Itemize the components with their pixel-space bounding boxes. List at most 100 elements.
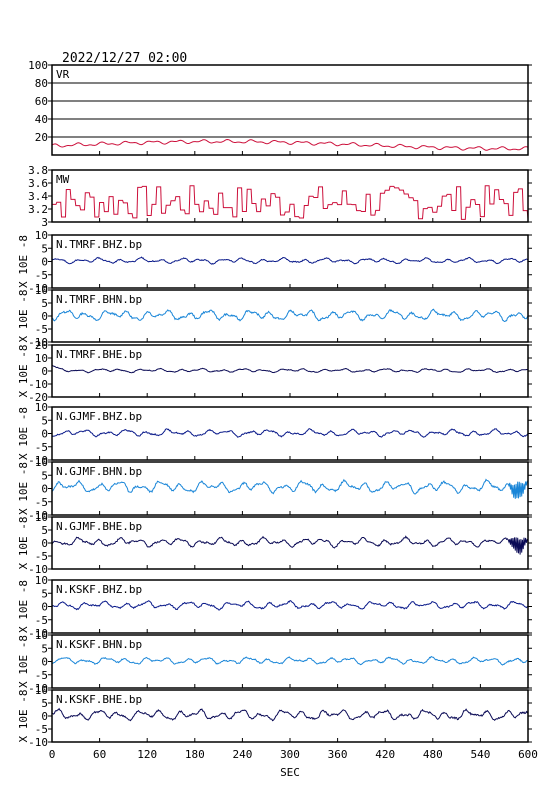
series-line-1 xyxy=(52,185,529,220)
series-line-4 xyxy=(51,364,529,374)
panel-frame xyxy=(51,234,529,289)
y-axis-unit-label: X 10E -8 xyxy=(17,580,30,633)
y-tick-label: 0 xyxy=(41,710,48,723)
panel-label: N.KSKF.BHZ.bp xyxy=(56,583,142,596)
y-axis-unit-label: X 10E -8 xyxy=(17,635,30,688)
x-tick-label: 60 xyxy=(93,748,106,761)
y-tick-label: 80 xyxy=(35,77,48,90)
y-tick-label: 0 xyxy=(41,310,48,323)
panel-label: N.KSKF.BHN.bp xyxy=(56,638,142,651)
y-tick-label: 10 xyxy=(35,511,48,524)
y-tick-label: -5 xyxy=(35,441,48,454)
x-tick-label: 360 xyxy=(328,748,348,761)
y-tick-label: -5 xyxy=(35,723,48,736)
y-tick-label: -5 xyxy=(35,269,48,282)
y-tick-label: 10 xyxy=(35,352,48,365)
y-tick-label: 5 xyxy=(41,242,48,255)
y-axis-unit-label: X 10E -8 xyxy=(17,517,30,570)
x-tick-label: 180 xyxy=(185,748,205,761)
y-tick-label: -20 xyxy=(28,391,48,404)
series-line-3 xyxy=(51,308,529,323)
panel-frame xyxy=(51,516,529,570)
panel-label: N.GJMF.BHE.bp xyxy=(56,520,142,533)
y-tick-label: -5 xyxy=(35,669,48,682)
x-tick-label: 300 xyxy=(280,748,300,761)
y-axis-unit-label: X 10E -8 xyxy=(17,290,30,343)
y-tick-label: 0 xyxy=(41,483,48,496)
panel-frame xyxy=(51,344,529,398)
y-tick-label: -10 xyxy=(28,736,48,749)
panel-frame xyxy=(51,169,529,223)
y-tick-label: 0 xyxy=(41,365,48,378)
panel-label: N.GJMF.BHZ.bp xyxy=(56,410,142,423)
x-tick-label: 240 xyxy=(232,748,252,761)
y-tick-label: -5 xyxy=(35,614,48,627)
y-tick-label: 10 xyxy=(35,229,48,242)
panel-frame xyxy=(51,406,529,461)
panel-frame xyxy=(51,634,529,689)
panel-label: MW xyxy=(56,173,70,186)
series-line-8 xyxy=(51,600,529,611)
x-tick-label: 420 xyxy=(375,748,395,761)
y-axis-unit-label: X 10E -8 xyxy=(17,407,30,460)
y-tick-label: -5 xyxy=(35,550,48,563)
panel-frame xyxy=(51,689,529,743)
y-tick-label: 5 xyxy=(41,469,48,482)
y-tick-label: 5 xyxy=(41,297,48,310)
y-tick-label: -10 xyxy=(28,378,48,391)
panel-label: N.GJMF.BHN.bp xyxy=(56,465,142,478)
y-tick-label: 60 xyxy=(35,95,48,108)
y-tick-label: 5 xyxy=(41,642,48,655)
timestamp-label: 2022/12/27 02:00 xyxy=(62,51,187,66)
y-axis-unit-label: X 10E -8 xyxy=(17,462,30,515)
y-tick-label: 10 xyxy=(35,401,48,414)
y-axis-unit-label: X 10E -8 xyxy=(17,235,30,288)
panel-frame xyxy=(51,461,529,516)
y-tick-label: 0 xyxy=(41,537,48,550)
series-line-5 xyxy=(51,428,529,438)
x-axis-label: SEC xyxy=(280,766,300,779)
series-line-2 xyxy=(51,256,529,265)
panel-label: N.TMRF.BHN.bp xyxy=(56,293,142,306)
y-tick-label: 3 xyxy=(41,216,48,229)
series-line-9 xyxy=(51,655,529,666)
y-tick-label: 0 xyxy=(41,601,48,614)
y-tick-label: 10 xyxy=(35,284,48,297)
series-line-7 xyxy=(51,535,529,555)
y-tick-label: -5 xyxy=(35,323,48,336)
y-tick-label: -10 xyxy=(28,627,48,640)
panel-label: N.TMRF.BHE.bp xyxy=(56,348,142,361)
y-tick-label: 20 xyxy=(35,339,48,352)
panel-label: VR xyxy=(56,68,70,81)
y-tick-label: -10 xyxy=(28,682,48,695)
x-tick-label: 480 xyxy=(423,748,443,761)
y-tick-label: -10 xyxy=(28,563,48,576)
panel-frame xyxy=(51,289,529,343)
y-axis-unit-label: X 10E -8 xyxy=(17,345,30,398)
y-tick-label: 0 xyxy=(41,428,48,441)
y-axis-unit-label: X 10E -8 xyxy=(17,690,30,743)
y-tick-label: -10 xyxy=(28,454,48,467)
x-tick-label: 600 xyxy=(518,748,538,761)
y-tick-label: 20 xyxy=(35,131,48,144)
panel-frame xyxy=(51,579,529,634)
y-tick-label: 3.6 xyxy=(28,177,48,190)
y-tick-label: 40 xyxy=(35,113,48,126)
y-tick-label: 5 xyxy=(41,524,48,537)
y-tick-label: 0 xyxy=(41,656,48,669)
y-tick-label: 10 xyxy=(35,574,48,587)
y-tick-label: 100 xyxy=(28,59,48,72)
y-tick-label: -5 xyxy=(35,496,48,509)
y-tick-label: 5 xyxy=(41,587,48,600)
y-tick-label: 10 xyxy=(35,456,48,469)
y-tick-label: 3.8 xyxy=(28,164,48,177)
y-tick-label: 0 xyxy=(41,256,48,269)
y-tick-label: 5 xyxy=(41,697,48,710)
series-line-10 xyxy=(51,707,529,722)
x-tick-label: 120 xyxy=(137,748,157,761)
panel-label: N.KSKF.BHE.bp xyxy=(56,693,142,706)
x-tick-label: 540 xyxy=(470,748,490,761)
y-tick-label: 10 xyxy=(35,629,48,642)
